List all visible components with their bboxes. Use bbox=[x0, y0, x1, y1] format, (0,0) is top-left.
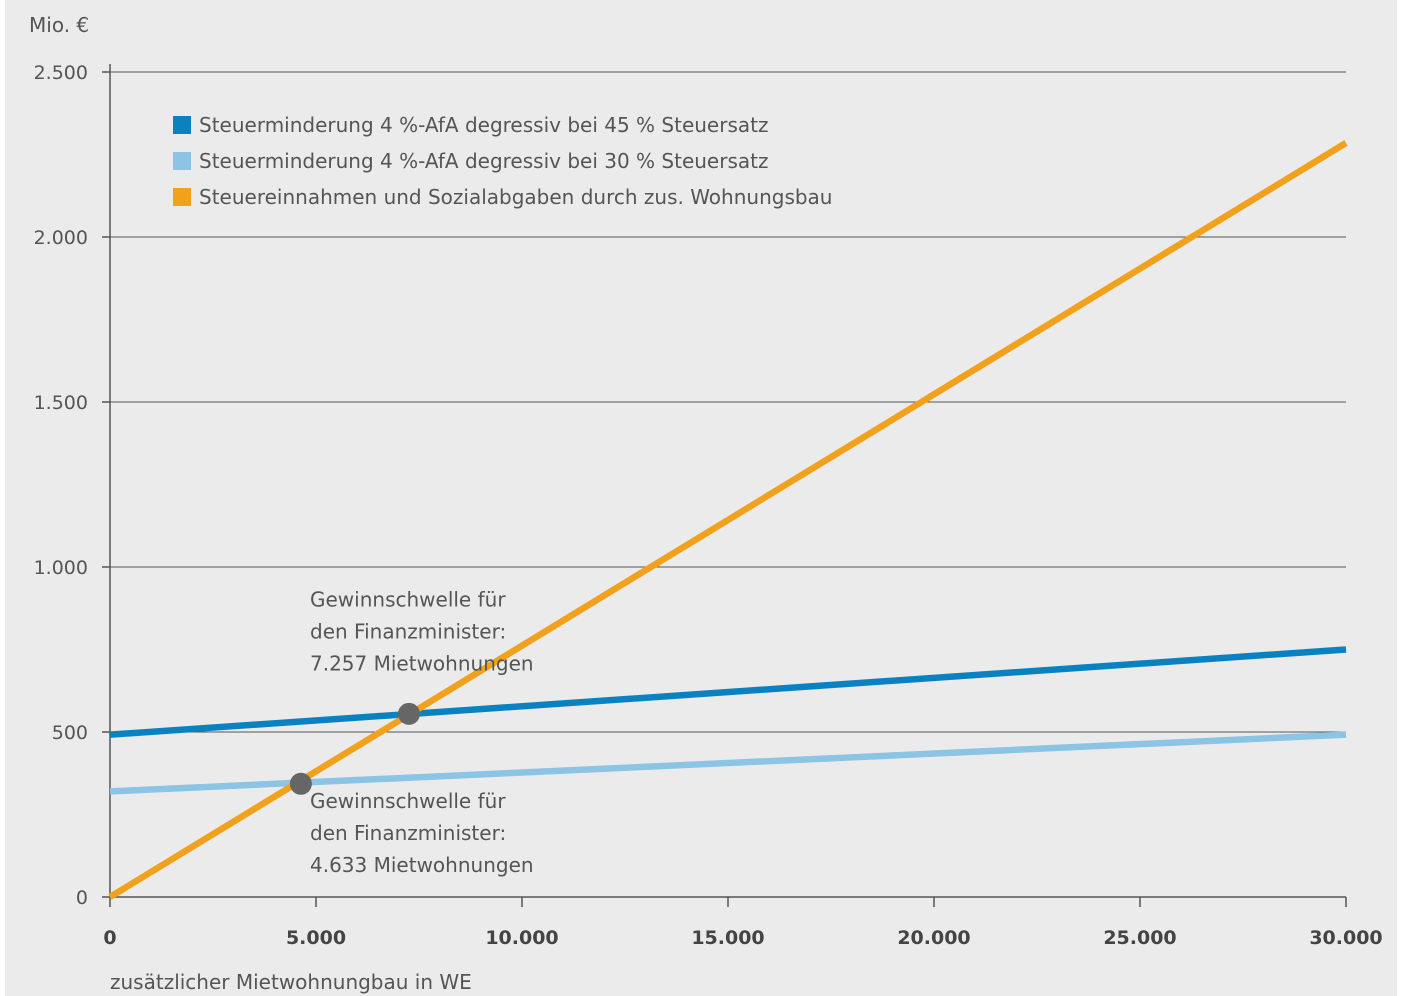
legend-label: Steuerminderung 4 %-AfA degressiv bei 45… bbox=[199, 113, 768, 137]
annotation-1-line: 7.257 Mietwohnungen bbox=[310, 652, 534, 676]
annotation-layer: Gewinnschwelle für den Finanzminister: 7.2… bbox=[310, 588, 534, 877]
x-tick-label: 0 bbox=[103, 927, 116, 949]
point-layer bbox=[289, 702, 420, 795]
series-line-3 bbox=[108, 140, 1348, 900]
breakeven-point-2 bbox=[289, 772, 312, 795]
y-tick-label: 1.500 bbox=[34, 392, 88, 414]
y-tick-label: 500 bbox=[52, 722, 88, 744]
y-tick-label: 0 bbox=[76, 887, 88, 909]
series-line-2 bbox=[109, 731, 1347, 795]
x-tick-label: 30.000 bbox=[1309, 927, 1382, 949]
series-line-1 bbox=[109, 646, 1347, 738]
line-chart: Mio. € zusätzlicher Mietwohnungbau in WE… bbox=[29, 13, 1383, 994]
annotation-1-line: Gewinnschwelle für bbox=[310, 588, 506, 612]
x-tick-label: 20.000 bbox=[897, 927, 970, 949]
legend-label: Steuerminderung 4 %-AfA degressiv bei 30… bbox=[199, 149, 768, 173]
x-axis-title: zusätzlicher Mietwohnungbau in WE bbox=[110, 970, 472, 994]
annotation-2-line: Gewinnschwelle für bbox=[310, 789, 506, 813]
y-axis-title: Mio. € bbox=[29, 13, 89, 37]
legend-swatch bbox=[173, 116, 191, 134]
x-tick-label: 15.000 bbox=[691, 927, 764, 949]
legend-swatch bbox=[173, 152, 191, 170]
annotation-2-line: 4.633 Mietwohnungen bbox=[310, 853, 534, 877]
legend: Steuerminderung 4 %-AfA degressiv bei 45… bbox=[173, 113, 833, 209]
legend-label: Steuereinnahmen und Sozialabgaben durch … bbox=[199, 185, 833, 209]
grid-layer bbox=[110, 71, 1346, 733]
annotation-1-line: den Finanzminister: bbox=[310, 620, 506, 644]
y-tick-label: 2.500 bbox=[34, 62, 88, 84]
axis-layer: 0 500 1.000 1.500 2.000 2.500 0 5.000 10.000 15.0… bbox=[34, 62, 1383, 949]
x-tick-label: 5.000 bbox=[286, 927, 346, 949]
y-tick-label: 1.000 bbox=[34, 557, 88, 579]
annotation-2-line: den Finanzminister: bbox=[310, 821, 506, 845]
legend-swatch bbox=[173, 188, 191, 206]
x-tick-label: 25.000 bbox=[1103, 927, 1176, 949]
chart-panel: Mio. € zusätzlicher Mietwohnungbau in WE… bbox=[5, 0, 1397, 996]
y-tick-label: 2.000 bbox=[34, 227, 88, 249]
x-tick-label: 10.000 bbox=[485, 927, 558, 949]
breakeven-point-1 bbox=[397, 702, 420, 725]
series-layer bbox=[108, 140, 1348, 900]
